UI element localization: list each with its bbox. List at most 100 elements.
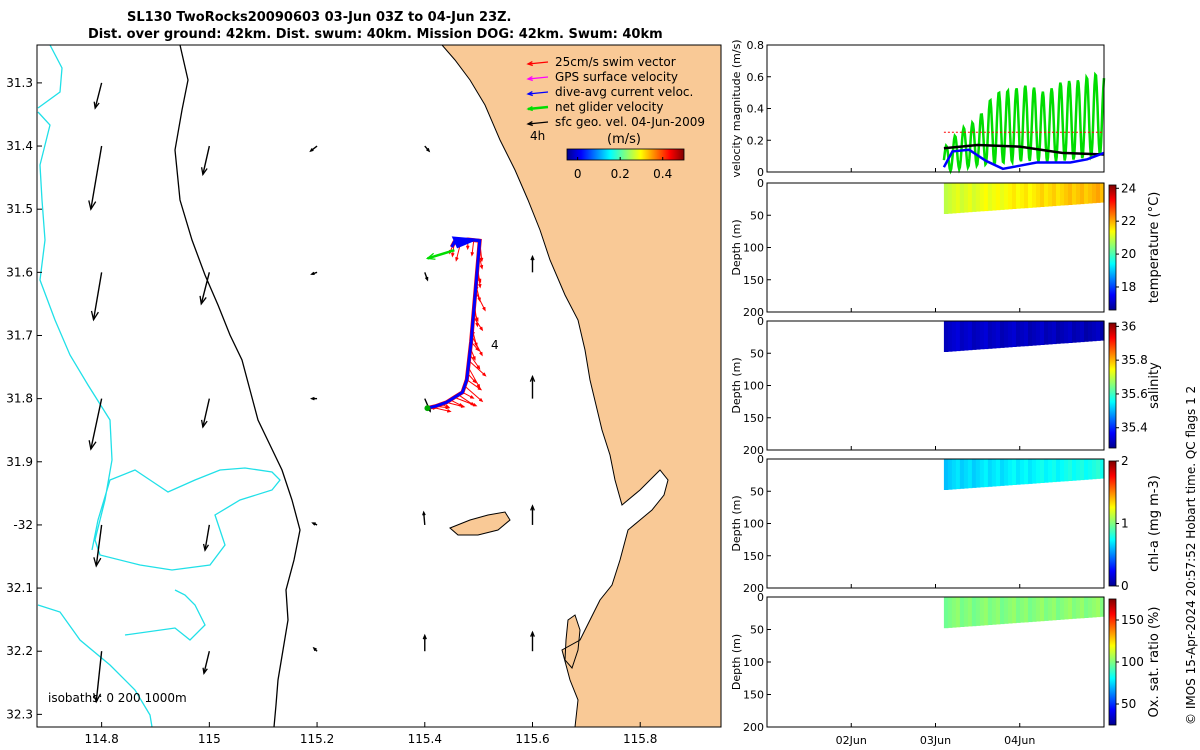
isobaths-label: isobaths: 0 200 1000m (48, 691, 187, 705)
geo-vector-head (90, 310, 99, 322)
y-tick-label: 150 (743, 550, 764, 563)
profile-cell (1048, 321, 1053, 345)
map-y-tick-label: 32.3 (6, 707, 33, 721)
profile-cell (1000, 597, 1005, 625)
geo-vector (530, 504, 535, 525)
legend-swatch (527, 91, 549, 95)
legend-swatch-head (526, 76, 533, 82)
profile-cell (987, 183, 993, 211)
geo-vector (93, 651, 103, 704)
y-tick-label: 0 (757, 453, 764, 466)
colorbar-tick-label: 0 (1121, 579, 1129, 593)
profile-cell (1032, 321, 1037, 346)
profile-cell (1060, 321, 1065, 344)
profile-cell (1060, 459, 1065, 482)
profile-cell (1048, 183, 1053, 207)
profile-cell (959, 183, 965, 213)
profile-cell (1028, 459, 1033, 484)
y-tick-label: 200 (743, 721, 764, 734)
swim-vector (470, 240, 475, 257)
swim-vector-head (478, 283, 482, 289)
profile-cell (1064, 459, 1069, 482)
map-y-tick-label: 32.2 (6, 644, 33, 658)
profile-cell (1068, 597, 1073, 620)
profile-cell (1048, 459, 1053, 483)
profile-cell (1036, 597, 1041, 622)
geo-vector (422, 510, 426, 525)
profile-cell (1096, 459, 1101, 479)
legend-entry: 25cm/s swim vector (526, 55, 676, 69)
geo-vector-head (310, 271, 315, 276)
geo-vector-head (309, 148, 314, 153)
y-tick-label: 100 (743, 242, 764, 255)
time-tick-label: 03Jun (920, 734, 951, 747)
profile-cell (943, 459, 949, 490)
swim-vector-head (476, 365, 481, 370)
geo-vector-head (311, 522, 316, 526)
profile-cell (991, 183, 997, 211)
geo-vector-head (93, 557, 102, 568)
geo-vector-head (530, 630, 535, 637)
profile-cell (955, 597, 961, 628)
geo-vector (312, 646, 318, 652)
profile-cell (963, 459, 969, 489)
profile-cell (987, 597, 993, 625)
geo-vector (88, 145, 103, 211)
geo-vector-head (200, 419, 208, 429)
map-y-tick-label: 32.1 (6, 581, 33, 595)
figure-subtitle: Dist. over ground: 42km. Dist. swum: 40k… (88, 27, 663, 42)
swim-vector-head (475, 322, 479, 328)
y-tick-label: 50 (750, 209, 764, 222)
profile-cell (1020, 459, 1025, 485)
map-y-tick-label: 31.6 (6, 265, 33, 279)
profile-cell (955, 183, 961, 214)
geo-vector-head (202, 667, 208, 675)
profile-cell (983, 459, 989, 488)
profile-cell (1008, 321, 1013, 348)
profile-cell (1044, 321, 1049, 345)
y-tick-label: 0.8 (747, 39, 765, 52)
profile-cell (1040, 321, 1045, 345)
profile-cell (1092, 459, 1097, 480)
profile-cell (1080, 597, 1085, 619)
swim-vector-head (474, 342, 478, 348)
colorbar-tick-label: 150 (1121, 613, 1144, 627)
legend-swatch (527, 105, 549, 111)
profile-cell (951, 183, 957, 214)
geo-vector (424, 145, 431, 153)
profile-cell (1096, 321, 1101, 341)
profile-cell (991, 459, 997, 487)
profile-cell (971, 459, 977, 488)
profile-cell (955, 321, 961, 352)
profile-cell (967, 183, 973, 213)
coastline-land (442, 45, 721, 727)
colorbar-tick-label: 36 (1121, 319, 1136, 333)
geo-vector (529, 374, 536, 399)
map-y-tick-label: 31.8 (6, 392, 33, 406)
geo-vector-head (310, 396, 315, 401)
swim-vector-head (465, 245, 470, 251)
time-series-panels: 0 0.2 0.4 0.6 0.8 velocity magnitude (m/s) 18 2… (730, 39, 1162, 747)
profile-cell (955, 459, 961, 490)
geo-vector (200, 398, 211, 429)
series-net-glider-velocity (942, 71, 1106, 175)
profile-cell (1016, 321, 1021, 347)
figure-title: SL130 TwoRocks20090603 03-Jun 03Z to 04-… (127, 10, 512, 25)
map-y-tick-label: 31.7 (6, 328, 33, 342)
profile-cell (975, 597, 981, 626)
geo-vector-head (529, 374, 536, 382)
profile-cell (991, 321, 997, 349)
swim-vector (458, 394, 475, 406)
geo-vector (530, 630, 535, 652)
profile-cell (959, 321, 965, 351)
profile-cell (975, 183, 981, 212)
colorbar-label: (m/s) (607, 132, 641, 147)
legend-label: GPS surface velocity (555, 70, 678, 84)
geo-vector-head (199, 295, 207, 306)
swim-vector-head (479, 326, 484, 332)
profile-cell (1012, 459, 1017, 485)
y-tick-label: 0 (757, 315, 764, 328)
profile-cell (943, 597, 949, 629)
profile-cell (1040, 597, 1045, 622)
geo-vector-head (422, 633, 427, 640)
